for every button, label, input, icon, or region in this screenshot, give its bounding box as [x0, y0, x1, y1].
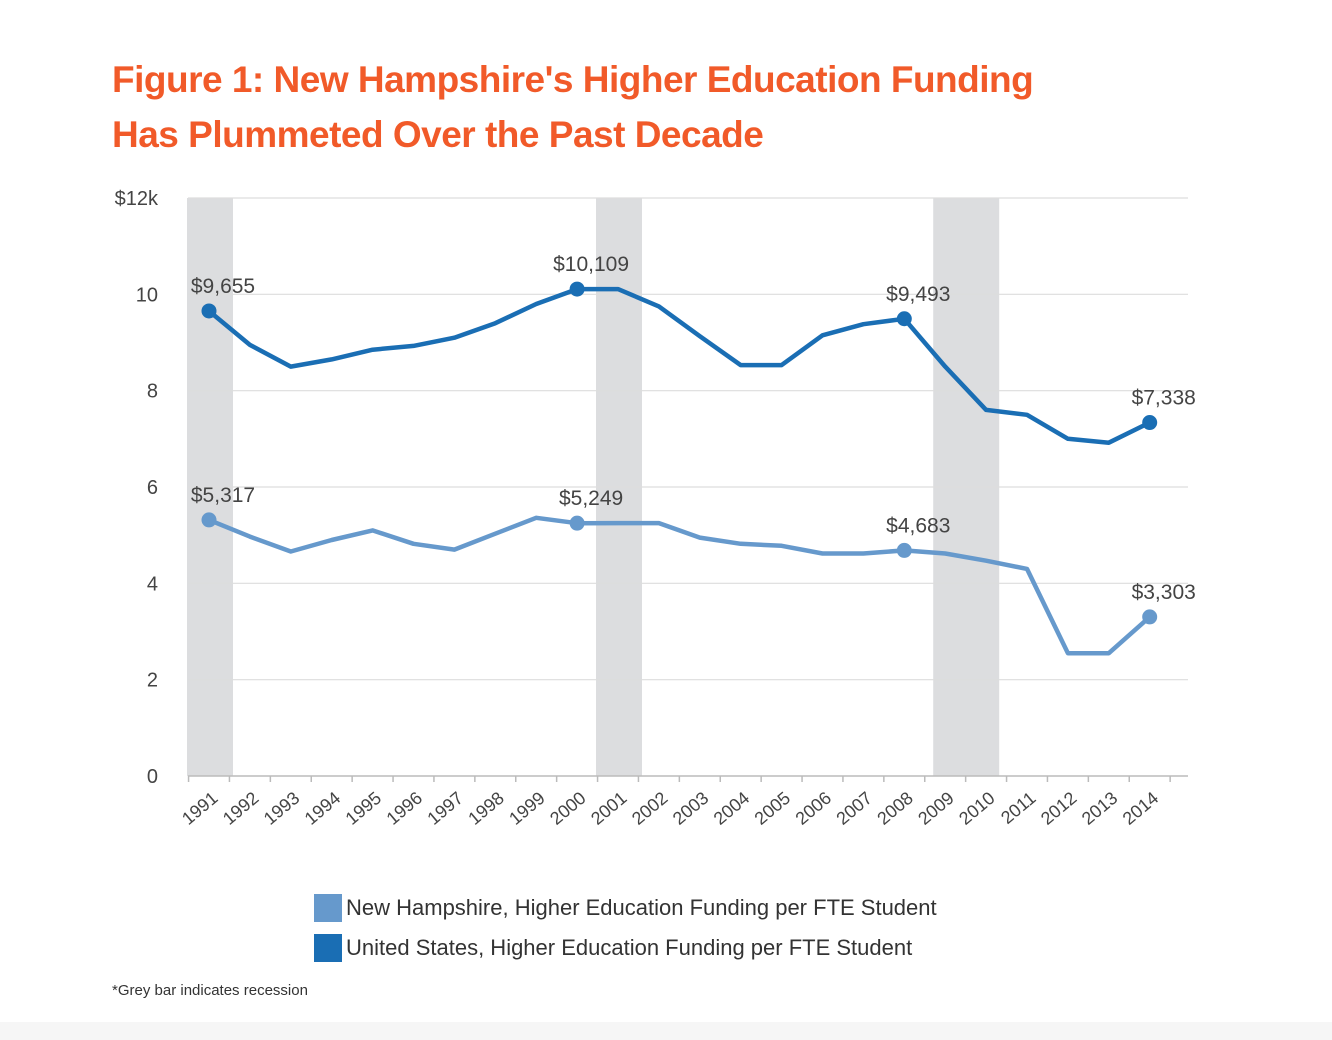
x-tick-label-2005: 2005: [751, 788, 795, 829]
x-tick-label-2006: 2006: [792, 788, 836, 829]
data-label-new-hampshire-2008: $4,683: [886, 514, 950, 537]
x-tick-label-1992: 1992: [219, 788, 263, 829]
x-tick-label-2012: 2012: [1037, 788, 1081, 829]
x-tick-label-1995: 1995: [342, 788, 386, 829]
data-label-new-hampshire-2014: $3,303: [1132, 581, 1196, 604]
series-line-new-hampshire: [206, 515, 1152, 656]
x-tick-label-2002: 2002: [628, 788, 672, 829]
y-tick-label: 6: [147, 477, 158, 499]
legend-item-united-states: United States, Higher Education Funding …: [314, 928, 937, 968]
x-tick-label-1991: 1991: [178, 788, 222, 829]
legend-label-united-states: United States, Higher Education Funding …: [346, 935, 913, 960]
x-tick-label-2000: 2000: [546, 788, 590, 829]
data-point-new-hampshire-2014: [1142, 609, 1158, 625]
footnote: *Grey bar indicates recession: [112, 982, 308, 999]
x-tick-label-2001: 2001: [587, 788, 631, 829]
x-tick-label-2013: 2013: [1078, 788, 1122, 829]
x-tick-label-1997: 1997: [423, 788, 467, 829]
data-point-new-hampshire-2000: [569, 515, 585, 531]
x-tick-label-2008: 2008: [873, 788, 917, 829]
x-tick-label-2004: 2004: [710, 788, 754, 829]
y-tick-label: 2: [147, 670, 158, 692]
data-label-united-states-2008: $9,493: [886, 283, 950, 306]
data-point-united-states-2000: [569, 281, 585, 297]
x-tick-label-2011: 2011: [997, 788, 1040, 828]
x-tick-label-2014: 2014: [1119, 788, 1163, 829]
line-chart: 0246810$12k19911992199319941995199619971…: [115, 188, 1196, 829]
data-label-united-states-2000: $10,109: [553, 253, 629, 276]
x-tick-label-2007: 2007: [832, 788, 876, 829]
chart-title: Figure 1: New Hampshire's Higher Educati…: [112, 52, 1034, 162]
x-tick-label-1999: 1999: [505, 788, 549, 829]
x-tick-label-1998: 1998: [464, 788, 508, 829]
x-tick-label-2009: 2009: [914, 788, 958, 829]
legend-swatch-new-hampshire: [314, 894, 342, 922]
bottom-band: [0, 1022, 1332, 1040]
data-label-new-hampshire-2000: $5,249: [559, 487, 623, 510]
legend-label-new-hampshire: New Hampshire, Higher Education Funding …: [346, 895, 937, 920]
data-point-united-states-2014: [1142, 415, 1158, 431]
legend-swatch-united-states: [314, 934, 342, 962]
data-point-new-hampshire-1991: [201, 512, 217, 528]
x-tick-label-2003: 2003: [669, 788, 713, 829]
series-line-united-states: [206, 286, 1152, 445]
x-tick-label-2010: 2010: [955, 788, 999, 829]
chart-legend: New Hampshire, Higher Education Funding …: [314, 888, 937, 968]
data-label-united-states-1991: $9,655: [191, 275, 255, 298]
y-tick-label: $12k: [115, 188, 159, 210]
y-tick-label: 4: [147, 573, 158, 595]
data-point-united-states-2008: [896, 311, 912, 327]
y-tick-label: 10: [136, 284, 158, 306]
x-tick-label-1996: 1996: [383, 788, 427, 829]
data-point-new-hampshire-2008: [896, 542, 912, 558]
data-point-united-states-1991: [201, 303, 217, 319]
data-label-united-states-2014: $7,338: [1132, 387, 1196, 410]
chart-title-line-2: Has Plummeted Over the Past Decade: [112, 114, 764, 155]
x-tick-label-1994: 1994: [301, 788, 345, 829]
y-tick-label: 0: [147, 766, 158, 788]
data-label-new-hampshire-1991: $5,317: [191, 484, 255, 507]
legend-item-new-hampshire: New Hampshire, Higher Education Funding …: [314, 888, 937, 928]
x-tick-label-1993: 1993: [260, 788, 304, 829]
y-tick-label: 8: [147, 381, 158, 403]
chart-title-line-1: Figure 1: New Hampshire's Higher Educati…: [112, 59, 1034, 100]
